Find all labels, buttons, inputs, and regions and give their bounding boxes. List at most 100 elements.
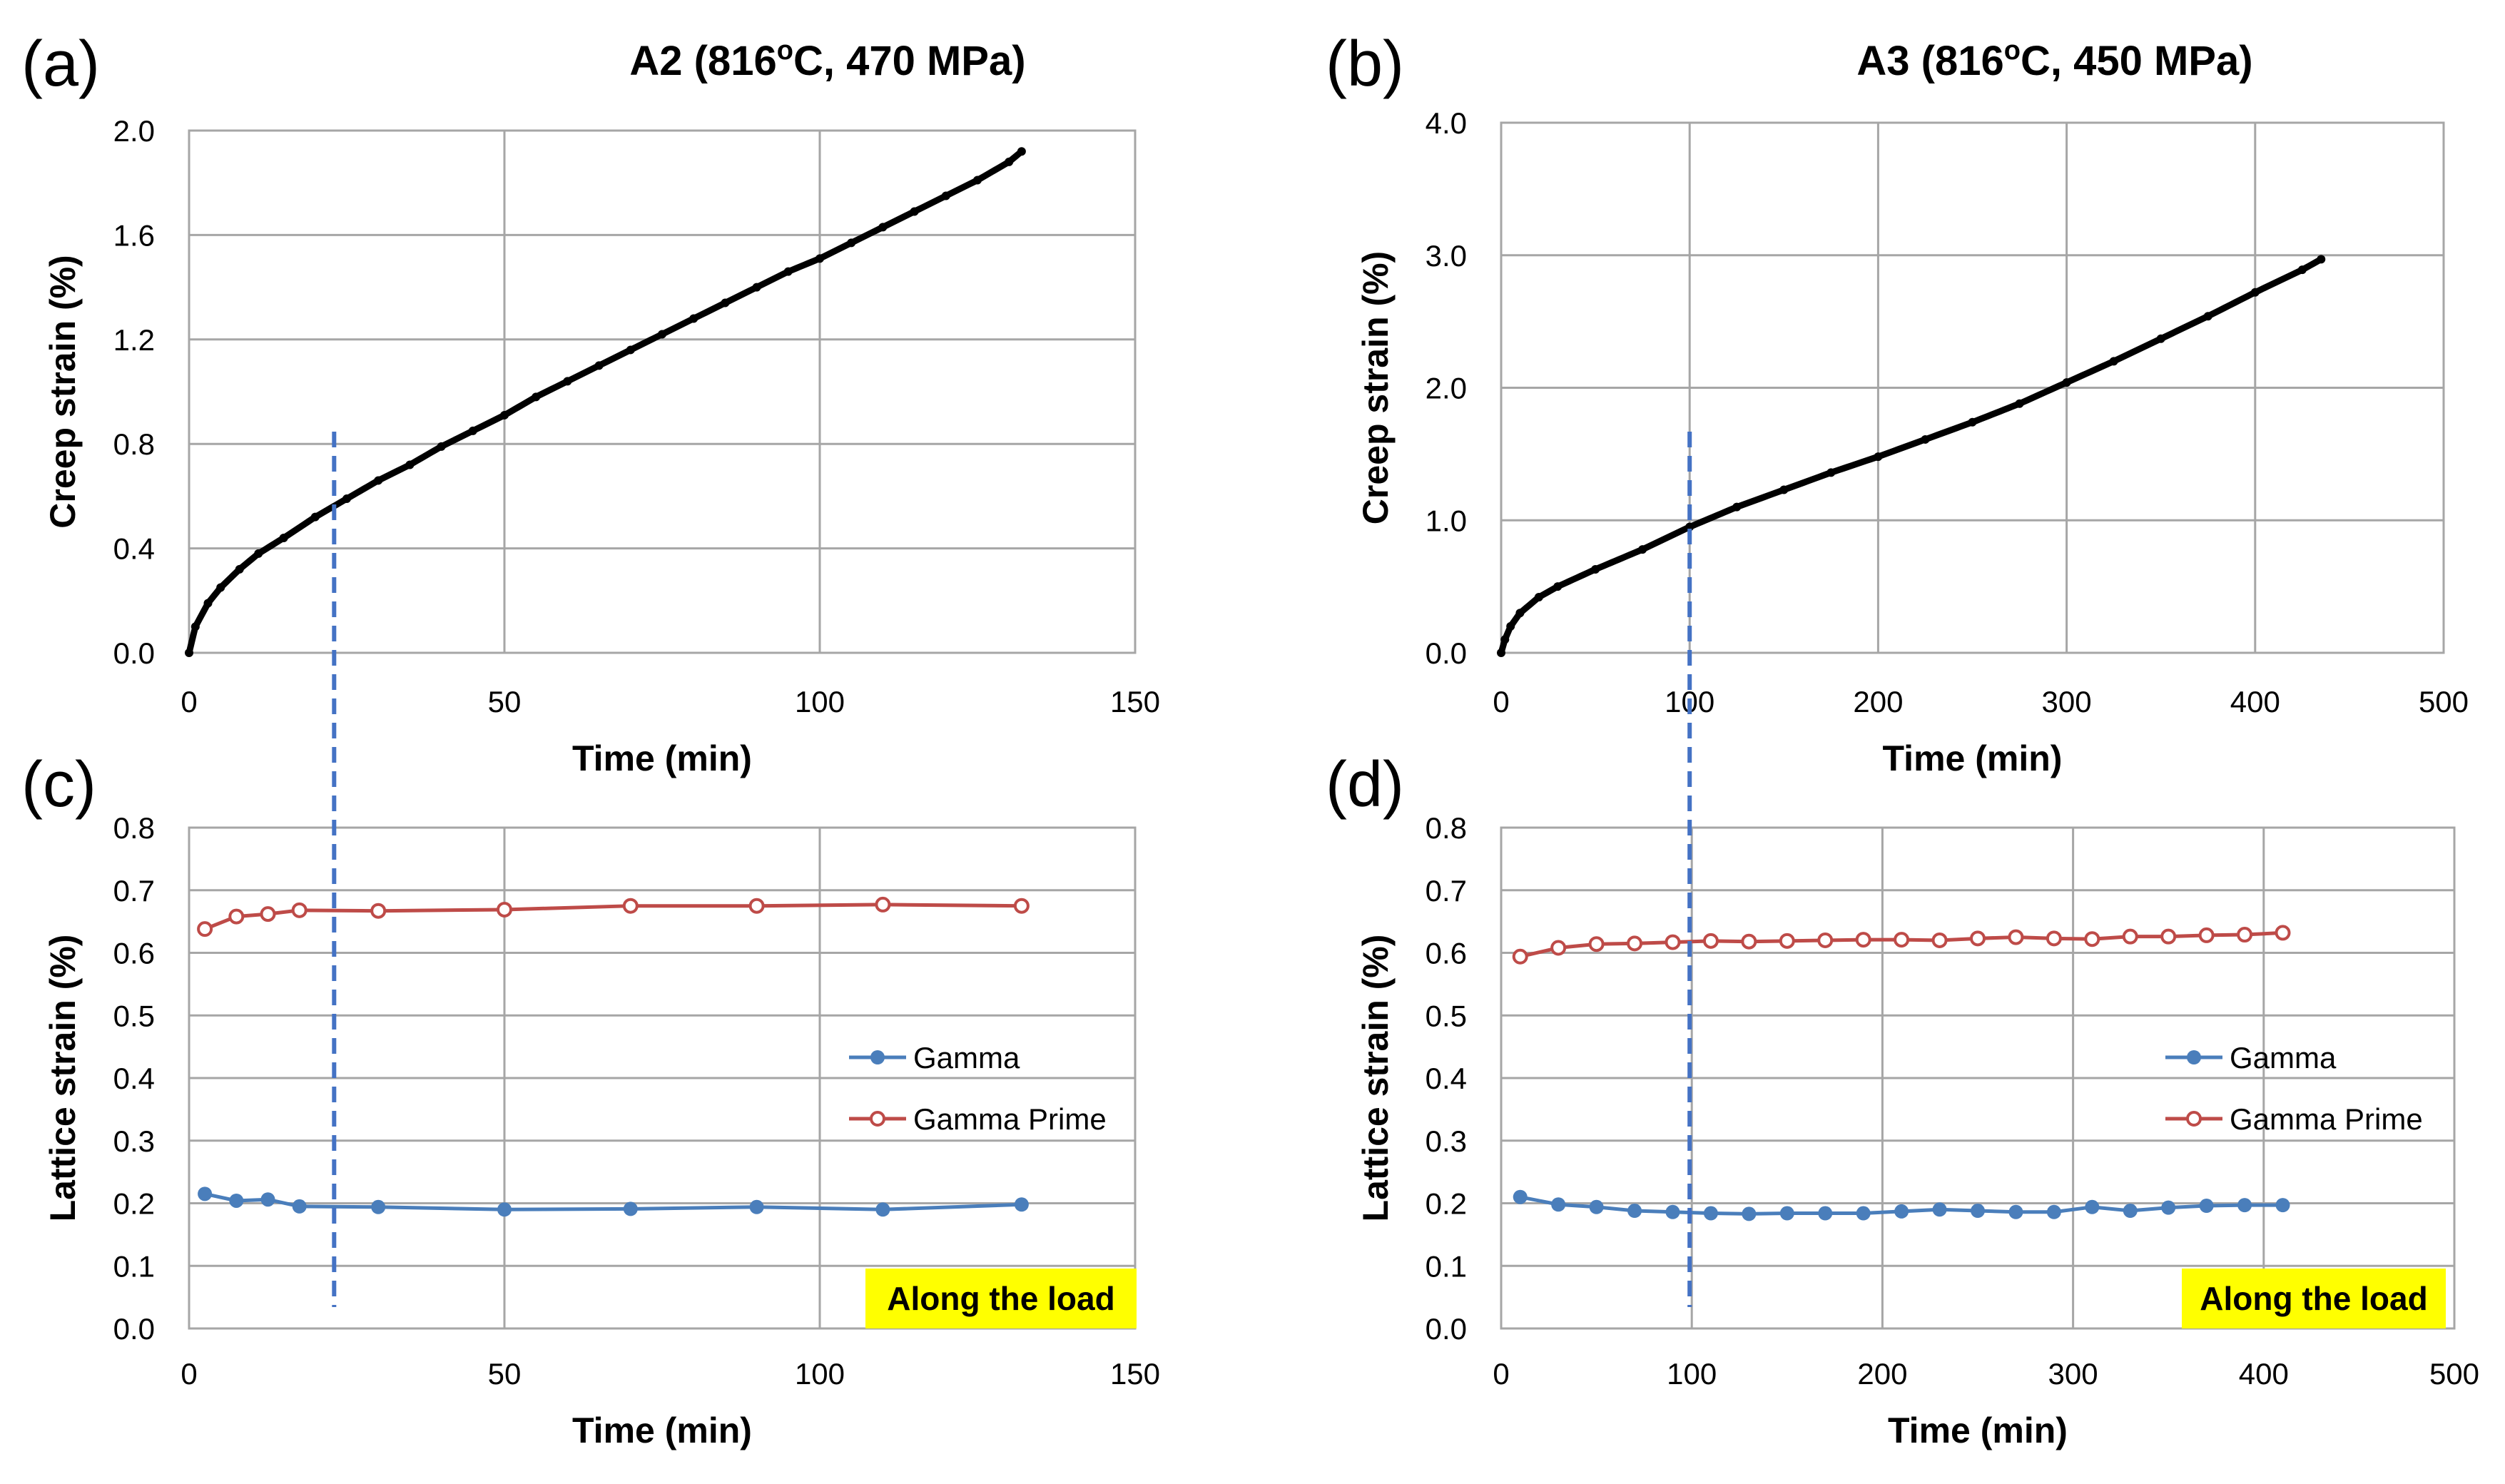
data-point bbox=[2046, 1204, 2061, 1219]
x-tick-label: 400 bbox=[2230, 685, 2280, 718]
data-point bbox=[2237, 927, 2253, 943]
data-point bbox=[1500, 635, 1510, 644]
data-point bbox=[1591, 564, 1600, 574]
data-point bbox=[1779, 932, 1795, 949]
y-tick-label: 0.7 bbox=[113, 874, 155, 908]
y-tick-label: 0.3 bbox=[113, 1124, 155, 1158]
x-tick-label: 0 bbox=[1493, 685, 1509, 718]
data-point bbox=[1017, 147, 1026, 156]
data-point bbox=[2297, 265, 2307, 275]
data-point bbox=[1732, 502, 1742, 512]
data-point bbox=[1551, 1197, 1566, 1212]
y-tick-label: 0.1 bbox=[1426, 1249, 1467, 1283]
data-point bbox=[658, 330, 666, 339]
data-point bbox=[1742, 1206, 1757, 1221]
data-point bbox=[1817, 932, 1834, 948]
series-gamma bbox=[198, 1186, 1029, 1217]
legend-marker bbox=[2187, 1050, 2201, 1064]
data-point bbox=[847, 238, 856, 248]
y-tick-label: 0.6 bbox=[1426, 937, 1467, 970]
data-point bbox=[279, 533, 288, 542]
series-creep-strain bbox=[185, 147, 1026, 657]
y-tick-label: 0.8 bbox=[113, 811, 155, 845]
data-point bbox=[2084, 931, 2100, 947]
y-tick-label: 1.6 bbox=[113, 218, 155, 252]
legend: Gamma Gamma Prime bbox=[2165, 1041, 2423, 1136]
data-point bbox=[1014, 1197, 1029, 1212]
panel-label: (b) bbox=[1326, 29, 1404, 100]
panel-label: (c) bbox=[21, 749, 96, 820]
x-tick-label: 200 bbox=[1857, 1357, 1907, 1391]
y-tick-label: 0.5 bbox=[1426, 999, 1467, 1032]
data-point bbox=[185, 649, 193, 657]
x-axis-title: Time (min) bbox=[1883, 738, 2063, 778]
y-axis-title: Lattice strain (%) bbox=[43, 935, 83, 1222]
y-tick-label: 0.0 bbox=[113, 636, 155, 670]
data-point bbox=[2199, 1199, 2214, 1214]
chart-title: A3 (816oC, 450 MPa) bbox=[1856, 36, 2252, 84]
series-gamma-prime bbox=[197, 896, 1030, 937]
data-point bbox=[497, 901, 512, 918]
data-point bbox=[2109, 357, 2118, 366]
data-point bbox=[783, 267, 793, 276]
y-tick-label: 3.0 bbox=[1426, 239, 1467, 273]
chart-panel-3 bbox=[188, 826, 1137, 1330]
data-point bbox=[1665, 934, 1681, 950]
annotation-box: Along the load bbox=[2182, 1269, 2446, 1328]
x-tick-label: 200 bbox=[1853, 685, 1903, 718]
legend-label: Gamma Prime bbox=[2230, 1102, 2423, 1136]
data-point bbox=[2062, 378, 2071, 387]
data-point bbox=[198, 1186, 213, 1201]
data-point bbox=[2008, 929, 2024, 945]
chart-panel-1 bbox=[188, 129, 1137, 654]
x-tick-label: 500 bbox=[2429, 1357, 2479, 1391]
chart-title-suffix: C, 470 MPa) bbox=[793, 38, 1026, 84]
data-point bbox=[1921, 434, 1930, 444]
data-point bbox=[1818, 1206, 1833, 1221]
y-tick-label: 0.8 bbox=[1426, 811, 1467, 845]
data-point bbox=[1779, 485, 1789, 494]
data-point bbox=[260, 906, 276, 923]
data-point bbox=[1665, 1204, 1680, 1219]
y-tick-label: 0.3 bbox=[1426, 1124, 1467, 1158]
series-gamma bbox=[1513, 1189, 2290, 1221]
data-point bbox=[2317, 255, 2326, 264]
y-tick-label: 0.0 bbox=[113, 1312, 155, 1346]
legend-marker bbox=[2186, 1111, 2202, 1127]
data-point bbox=[1512, 948, 1528, 965]
data-point bbox=[1932, 1202, 1947, 1217]
data-point bbox=[2198, 927, 2215, 943]
y-tick-label: 0.5 bbox=[113, 999, 155, 1032]
y-tick-label: 0.2 bbox=[1426, 1187, 1467, 1221]
x-tick-label: 0 bbox=[181, 1357, 197, 1391]
y-tick-label: 1.2 bbox=[113, 323, 155, 357]
data-point bbox=[1553, 582, 1563, 591]
data-point bbox=[1968, 417, 1977, 427]
data-point bbox=[1970, 930, 1986, 947]
data-point bbox=[1506, 621, 1515, 631]
series-gamma-prime bbox=[1512, 925, 2291, 965]
x-tick-label: 100 bbox=[1667, 1357, 1717, 1391]
x-tick-label: 0 bbox=[1493, 1357, 1509, 1391]
data-point bbox=[1550, 940, 1567, 956]
data-point bbox=[532, 392, 541, 402]
y-axis-title: Creep strain (%) bbox=[43, 255, 83, 528]
data-point bbox=[626, 345, 635, 355]
data-point bbox=[1627, 1204, 1642, 1219]
x-tick-label: 0 bbox=[181, 685, 197, 718]
series-creep-strain bbox=[1497, 255, 2326, 657]
data-point bbox=[2203, 312, 2212, 321]
data-point bbox=[748, 898, 765, 914]
text-layer: 0.00.40.81.21.62.00 50 100 150(a) A2 (816oC,… bbox=[21, 29, 2479, 1450]
data-point bbox=[1702, 932, 1719, 949]
data-point bbox=[563, 377, 572, 386]
legend-marker bbox=[870, 1050, 885, 1064]
data-point bbox=[1971, 1204, 1985, 1219]
x-tick-label: 150 bbox=[1110, 1357, 1160, 1391]
panel-label: (d) bbox=[1326, 749, 1404, 820]
y-tick-label: 0.2 bbox=[113, 1187, 155, 1221]
data-point bbox=[1013, 898, 1030, 914]
data-point bbox=[342, 494, 351, 504]
data-point bbox=[437, 442, 446, 451]
